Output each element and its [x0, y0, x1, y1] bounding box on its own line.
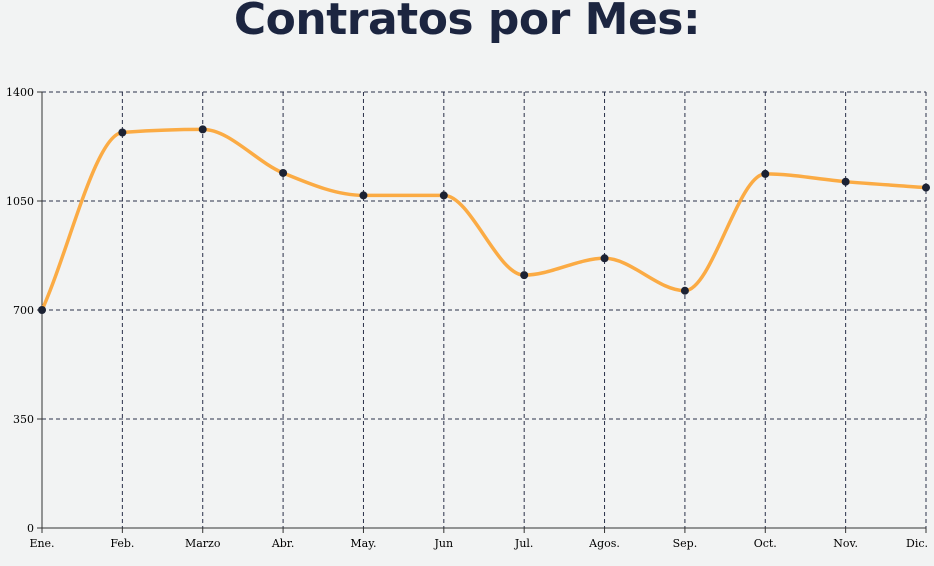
grid [42, 91, 927, 528]
data-point[interactable] [439, 191, 448, 200]
points-layer [38, 125, 930, 314]
data-point[interactable] [680, 286, 689, 295]
x-tick-label: Ene. [29, 537, 54, 550]
data-point[interactable] [198, 125, 207, 134]
x-tick-label: May. [350, 537, 376, 550]
series-line [40, 127, 928, 312]
axes [37, 91, 927, 533]
x-tick-label: Marzo [185, 537, 221, 550]
data-point[interactable] [600, 254, 609, 263]
x-tick-label: Sep. [673, 537, 698, 550]
data-point[interactable] [922, 183, 930, 192]
x-tick-label: Dic. [906, 537, 928, 550]
data-point[interactable] [761, 169, 770, 178]
y-tick-label: 700 [13, 304, 34, 317]
y-tick-label: 1050 [6, 195, 34, 208]
x-tick-label: Jun [434, 537, 454, 550]
data-point[interactable] [118, 128, 127, 137]
tick-labels: 0 350 700 1050 1400 Ene. Feb. Marzo Abr. May. Jun J… [6, 86, 928, 550]
data-point[interactable] [520, 271, 529, 280]
x-tick-label: Oct. [754, 537, 777, 550]
chart-title: Contratos por Mes: [233, 0, 701, 45]
x-tick-label: Feb. [110, 537, 134, 550]
data-point[interactable] [38, 306, 46, 314]
x-tick-label: Agos. [588, 537, 620, 550]
y-tick-label: 350 [13, 413, 34, 426]
data-point[interactable] [359, 191, 368, 200]
series-layer [40, 127, 928, 312]
x-tick-label: Nov. [833, 537, 858, 550]
data-point[interactable] [279, 168, 288, 177]
data-point[interactable] [841, 177, 850, 186]
x-tick-label: Jul. [514, 537, 534, 550]
y-tick-label: 1400 [6, 86, 34, 99]
y-tick-label: 0 [27, 522, 34, 535]
x-tick-label: Abr. [271, 537, 295, 550]
